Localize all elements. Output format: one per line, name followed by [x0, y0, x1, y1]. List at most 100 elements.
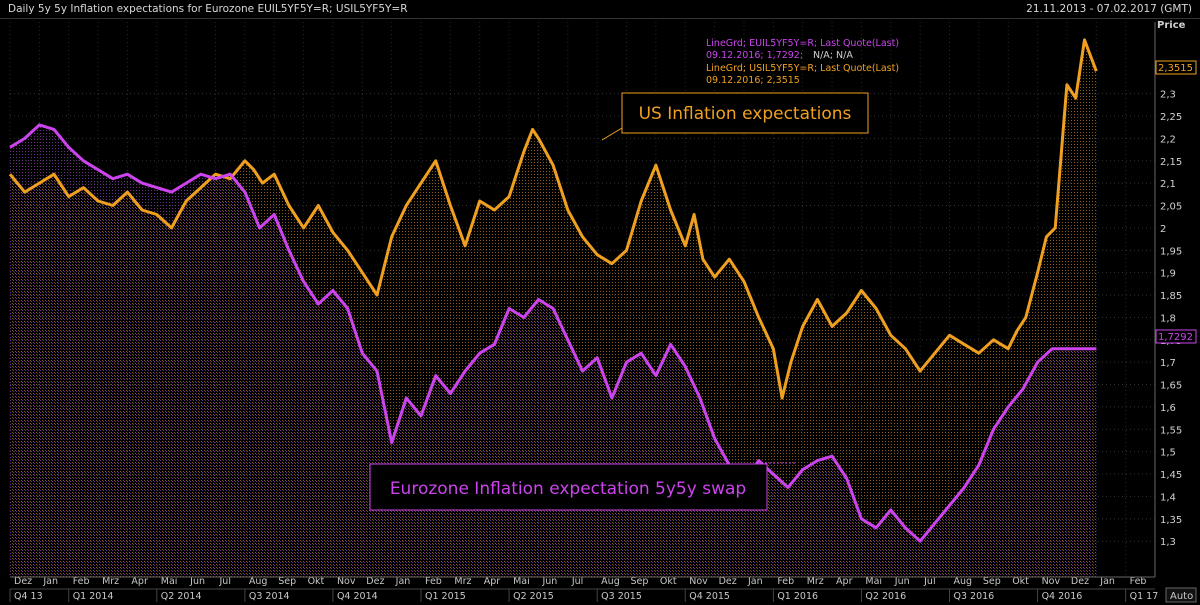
series-lines [8, 38, 1098, 543]
x-month-label: Sep [631, 576, 649, 587]
x-month-label: Jun [541, 576, 557, 587]
y-tick-label: 2 [1160, 224, 1166, 235]
y-tick-label: 2,2 [1160, 134, 1176, 145]
y-tick-label: 1,3 [1160, 537, 1176, 548]
x-month-label: Mai [161, 576, 178, 587]
x-month-label: Sep [983, 576, 1001, 587]
x-month-label: Sep [278, 576, 296, 587]
y-tick-label: 1,7 [1160, 358, 1176, 369]
legend-eu-date: 09.12.2016; 1,7292; [706, 50, 803, 61]
x-month-label: Feb [73, 576, 90, 587]
x-quarter-label: Q1 2014 [73, 591, 114, 602]
line-chart: 1,31,351,41,451,51,551,61,651,71,751,81,… [8, 22, 1197, 603]
x-month-label: Jul [219, 576, 231, 587]
x-quarter-label: Q4 2015 [689, 591, 730, 602]
x-quarter-label: Q4 13 [14, 591, 43, 602]
last-tag-eu: 1,7292 [1155, 329, 1197, 344]
x-month-label: Feb [1130, 576, 1147, 587]
x-quarter-label: Q4 2014 [337, 591, 378, 602]
price-axis-title: Price [1157, 20, 1186, 31]
annotation-eu-label: Eurozone Inflation expectation 5y5y swap [390, 479, 746, 499]
x-month-label: Mrz [454, 576, 471, 587]
y-tick-label: 1,8 [1160, 313, 1176, 324]
y-tick-label: 1,9 [1160, 269, 1176, 280]
x-quarter-label: Q1 2015 [425, 591, 466, 602]
x-month-label: Nov [689, 576, 708, 587]
x-axis: Dez Jan Feb Mrz Apr Mai Jun Jul Aug Sep Okt Nov Dez J… [9, 576, 1159, 602]
x-month-label: Jan [395, 576, 411, 587]
legend: LineGrd; EUIL5YF5Y=R; Last Quote(Last) 0… [706, 38, 899, 86]
x-quarter-label: Q2 2016 [865, 591, 906, 602]
x-month-label: Apr [484, 576, 501, 587]
x-month-label: Feb [777, 576, 794, 587]
x-quarter-label: Q2 2015 [513, 591, 554, 602]
x-month-label: Jan [747, 576, 763, 587]
x-month-label: Dez [366, 576, 384, 587]
x-month-label: Mai [513, 576, 530, 587]
y-tick-label: 1,85 [1160, 291, 1182, 302]
y-tick-label: 1,45 [1160, 470, 1182, 481]
x-month-label: Jul [923, 576, 935, 587]
x-month-label: Aug [601, 576, 620, 587]
annotation-eu: Eurozone Inflation expectation 5y5y swap [369, 462, 797, 511]
x-quarter-label: Q3 2016 [953, 591, 994, 602]
series-area-eu [10, 124, 1097, 578]
y-tick-label: 1,5 [1160, 448, 1176, 459]
x-month-label: Jan [42, 576, 58, 587]
auto-button[interactable]: Auto [1165, 587, 1197, 603]
x-month-label: Mrz [807, 576, 824, 587]
last-tag-eu-value: 1,7292 [1158, 332, 1193, 343]
y-tick-label: 1,55 [1160, 425, 1182, 436]
chart-title: Daily 5y 5y Inflation expectations for E… [8, 3, 408, 15]
y-tick-label: 1,95 [1160, 246, 1182, 257]
x-month-label: Nov [1042, 576, 1061, 587]
y-tick-label: 1,35 [1160, 515, 1182, 526]
x-quarter-label: Q3 2015 [601, 591, 642, 602]
legend-eu-line1: LineGrd; EUIL5YF5Y=R; Last Quote(Last) [706, 38, 899, 49]
x-month-label: Apr [131, 576, 148, 587]
last-tag-us: 2,3515 [1155, 60, 1197, 75]
y-axis: 1,31,351,41,451,51,551,61,651,71,751,81,… [1154, 22, 1182, 577]
auto-button-label: Auto [1170, 591, 1193, 602]
date-range: 21.11.2013 - 07.02.2017 (GMT) [1026, 3, 1192, 15]
x-month-label: Aug [249, 576, 268, 587]
x-month-label: Dez [14, 576, 32, 587]
x-quarter-label: Q3 2014 [249, 591, 290, 602]
y-tick-label: 2,1 [1160, 179, 1176, 190]
x-month-label: Jan [1099, 576, 1115, 587]
y-tick-label: 1,65 [1160, 381, 1182, 392]
y-tick-label: 2,3 [1160, 90, 1176, 101]
y-tick-label: 1,6 [1160, 403, 1176, 414]
legend-us-line2: 09.12.2016; 2,3515 [706, 75, 800, 86]
x-month-label: Jun [894, 576, 910, 587]
last-tag-us-value: 2,3515 [1158, 63, 1193, 74]
series-line-us [8, 38, 1098, 400]
x-quarter-label: Q1 2016 [777, 591, 818, 602]
chart-header: Daily 5y 5y Inflation expectations for E… [0, 0, 1200, 19]
y-tick-label: 2,05 [1160, 202, 1182, 213]
x-month-label: Mai [865, 576, 882, 587]
annotation-us-label: US Inflation expectations [639, 104, 852, 124]
x-month-label: Okt [660, 576, 677, 587]
legend-eu-na: N/A; N/A [813, 50, 853, 61]
y-tick-label: 1,4 [1160, 492, 1176, 503]
annotation-us: US Inflation expectations [601, 92, 869, 141]
x-month-label: Dez [719, 576, 737, 587]
x-month-label: Dez [1071, 576, 1089, 587]
x-quarter-label: Q1 17 [1130, 591, 1159, 602]
x-month-label: Okt [308, 576, 325, 587]
y-tick-label: 2,15 [1160, 157, 1182, 168]
x-month-label: Aug [953, 576, 972, 587]
x-month-label: Nov [337, 576, 356, 587]
x-month-label: Apr [836, 576, 853, 587]
x-quarter-label: Q2 2014 [161, 591, 202, 602]
x-month-label: Feb [425, 576, 442, 587]
x-month-label: Jun [189, 576, 205, 587]
y-tick-label: 2,25 [1160, 112, 1182, 123]
x-month-label: Jul [571, 576, 583, 587]
x-month-label: Mrz [102, 576, 119, 587]
x-month-label: Okt [1012, 576, 1029, 587]
legend-us-line1: LineGrd; USIL5YF5Y=R; Last Quote(Last) [706, 63, 899, 74]
x-quarter-label: Q4 2016 [1042, 591, 1083, 602]
series-line-eu [9, 123, 1097, 543]
